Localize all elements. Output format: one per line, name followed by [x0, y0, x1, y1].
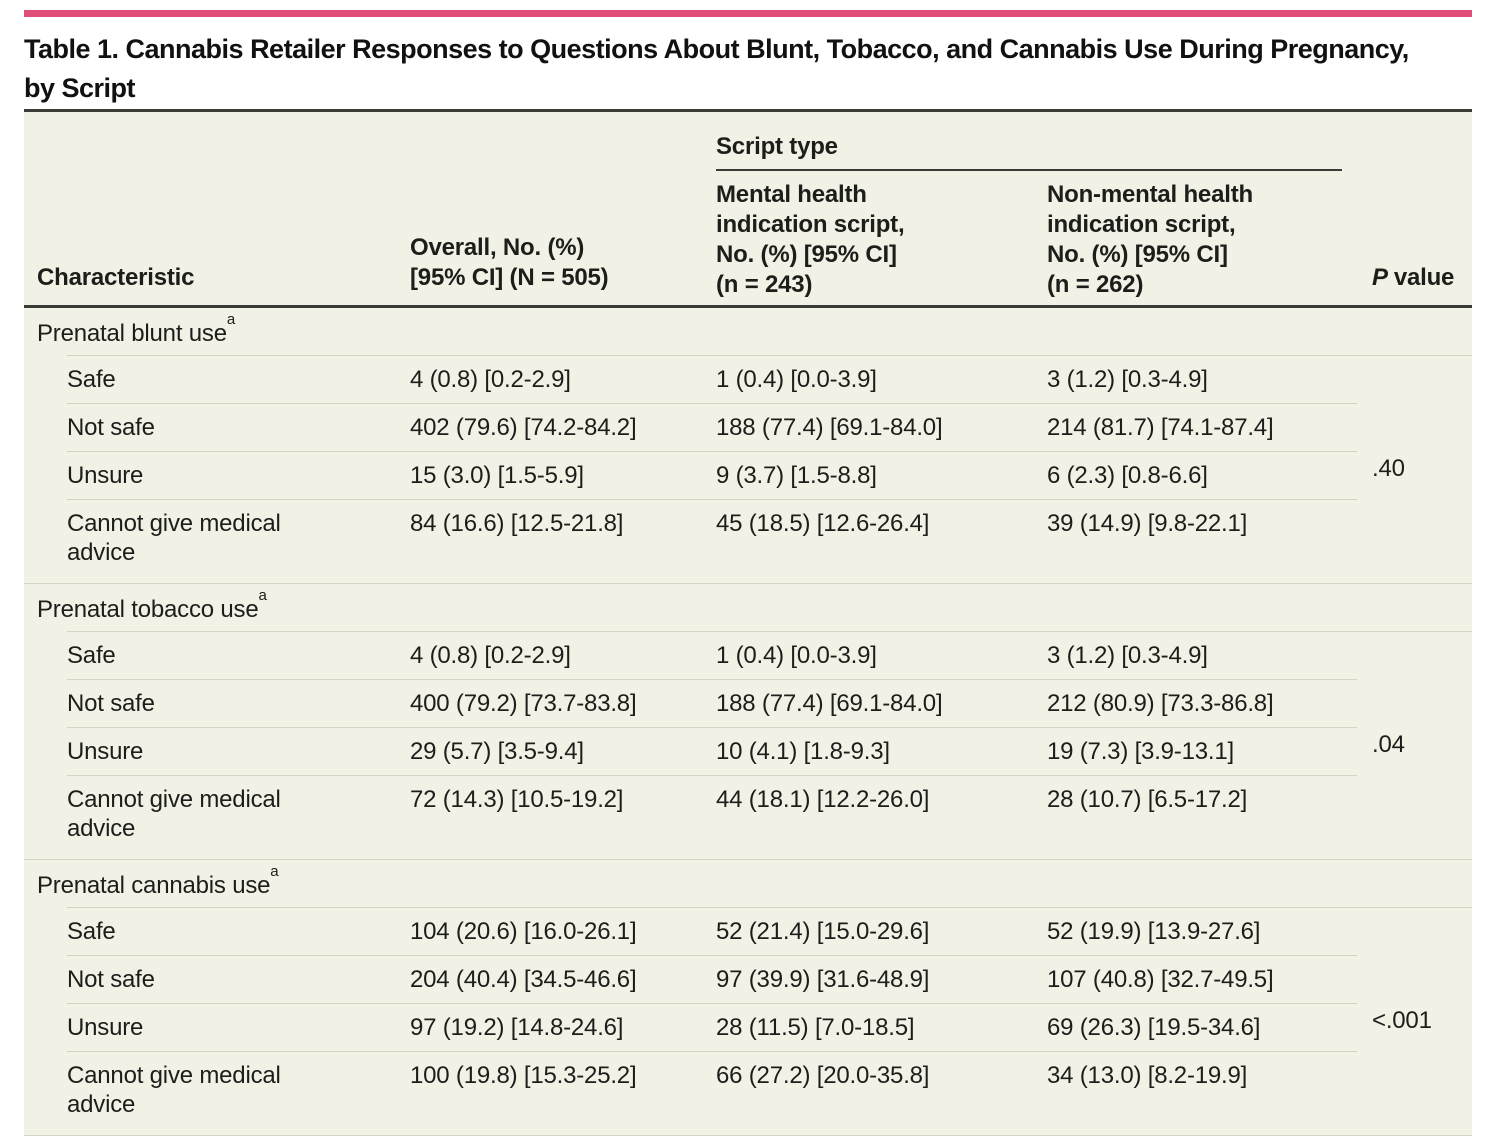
- table-row: Unsure 29 (5.7) [3.5-9.4] 10 (4.1) [1.8-…: [24, 727, 1357, 775]
- section-label: Prenatal cannabis use: [37, 872, 271, 899]
- script-type-underline: [716, 169, 1342, 171]
- cell-mental: 1 (0.4) [0.0-3.9]: [716, 366, 877, 393]
- p-value-italic-p: P: [1372, 264, 1388, 291]
- section-rows: Safe 4 (0.8) [0.2-2.9] 1 (0.4) [0.0-3.9]…: [24, 355, 1357, 583]
- footnote-marker: a: [226, 311, 236, 328]
- cell-overall: 29 (5.7) [3.5-9.4]: [410, 738, 584, 765]
- cell-non-mental: 28 (10.7) [6.5-17.2]: [1047, 786, 1248, 813]
- cell-non-mental: 3 (1.2) [0.3-4.9]: [1047, 366, 1208, 393]
- row-label: Cannot give medical advice: [67, 510, 281, 566]
- section-body: Safe 4 (0.8) [0.2-2.9] 1 (0.4) [0.0-3.9]…: [24, 631, 1472, 859]
- script-type-group: Script type Mental health indication scr…: [716, 112, 1357, 305]
- table-row: Safe 4 (0.8) [0.2-2.9] 1 (0.4) [0.0-3.9]…: [24, 355, 1357, 403]
- cell-non-mental: 214 (81.7) [74.1-87.4]: [1047, 414, 1274, 441]
- cell-non-mental: 3 (1.2) [0.3-4.9]: [1047, 642, 1208, 669]
- row-label: Unsure: [67, 462, 144, 489]
- section-body: Safe 4 (0.8) [0.2-2.9] 1 (0.4) [0.0-3.9]…: [24, 355, 1472, 583]
- cell-non-mental: 107 (40.8) [32.7-49.5]: [1047, 966, 1274, 993]
- row-label: Safe: [67, 918, 116, 945]
- table-row: Cannot give medical advice 100 (19.8) [1…: [24, 1051, 1357, 1135]
- table-row: Not safe 400 (79.2) [73.7-83.8] 188 (77.…: [24, 679, 1357, 727]
- section-header: Prenatal blunt usea: [24, 308, 1472, 355]
- row-label: Cannot give medical advice: [67, 786, 281, 842]
- cell-mental: 188 (77.4) [69.1-84.0]: [716, 414, 943, 441]
- section-prenatal-blunt-use: Prenatal blunt usea Safe 4 (0.8) [0.2-2.…: [24, 308, 1472, 583]
- data-table: Characteristic Overall, No. (%) [95% CI]…: [24, 109, 1472, 1136]
- page-content: Table 1. Cannabis Retailer Responses to …: [24, 10, 1472, 1136]
- script-type-columns: Mental health indication script, No. (%)…: [716, 180, 1357, 300]
- cell-overall: 400 (79.2) [73.7-83.8]: [410, 690, 637, 717]
- p-value: .04: [1372, 731, 1405, 758]
- section-prenatal-cannabis-use: Prenatal cannabis usea Safe 104 (20.6) […: [24, 859, 1472, 1135]
- cell-mental: 188 (77.4) [69.1-84.0]: [716, 690, 943, 717]
- cell-mental: 66 (27.2) [20.0-35.8]: [716, 1062, 930, 1089]
- cell-mental: 97 (39.9) [31.6-48.9]: [716, 966, 930, 993]
- section-header: Prenatal cannabis usea: [24, 860, 1472, 907]
- table-row: Cannot give medical advice 84 (16.6) [12…: [24, 499, 1357, 583]
- table-row: Not safe 402 (79.6) [74.2-84.2] 188 (77.…: [24, 403, 1357, 451]
- cell-non-mental: 19 (7.3) [3.9-13.1]: [1047, 738, 1234, 765]
- row-label: Not safe: [67, 966, 155, 993]
- row-label: Not safe: [67, 414, 155, 441]
- cell-overall: 4 (0.8) [0.2-2.9]: [410, 642, 571, 669]
- cell-overall: 100 (19.8) [15.3-25.2]: [410, 1062, 637, 1089]
- row-label: Cannot give medical advice: [67, 1062, 281, 1118]
- table-title: Table 1. Cannabis Retailer Responses to …: [24, 34, 1409, 103]
- row-label: Safe: [67, 642, 116, 669]
- section-label: Prenatal blunt use: [37, 320, 227, 347]
- cell-mental: 9 (3.7) [1.5-8.8]: [716, 462, 877, 489]
- col-header-overall: Overall, No. (%) [95% CI] (N = 505): [410, 234, 609, 291]
- cell-overall: 204 (40.4) [34.5-46.6]: [410, 966, 637, 993]
- cell-non-mental: 34 (13.0) [8.2-19.9]: [1047, 1062, 1248, 1089]
- cell-overall: 97 (19.2) [14.8-24.6]: [410, 1014, 624, 1041]
- section-label: Prenatal tobacco use: [37, 596, 259, 623]
- footnote-marker: a: [270, 863, 279, 880]
- cell-non-mental: 6 (2.3) [0.8-6.6]: [1047, 462, 1208, 489]
- table-row: Unsure 97 (19.2) [14.8-24.6] 28 (11.5) […: [24, 1003, 1357, 1051]
- table-row: Cannot give medical advice 72 (14.3) [10…: [24, 775, 1357, 859]
- cell-overall: 4 (0.8) [0.2-2.9]: [410, 366, 571, 393]
- cell-mental: 1 (0.4) [0.0-3.9]: [716, 642, 877, 669]
- table-row: Not safe 204 (40.4) [34.5-46.6] 97 (39.9…: [24, 955, 1357, 1003]
- cell-mental: 52 (21.4) [15.0-29.6]: [716, 918, 930, 945]
- cell-mental: 44 (18.1) [12.2-26.0]: [716, 786, 930, 813]
- col-group-script-type: Script type: [716, 133, 838, 160]
- footnote-marker: a: [258, 587, 267, 604]
- table-row: Safe 104 (20.6) [16.0-26.1] 52 (21.4) [1…: [24, 907, 1357, 955]
- cell-mental: 45 (18.5) [12.6-26.4]: [716, 510, 930, 537]
- cell-overall: 104 (20.6) [16.0-26.1]: [410, 918, 637, 945]
- cell-overall: 84 (16.6) [12.5-21.8]: [410, 510, 624, 537]
- cell-non-mental: 69 (26.3) [19.5-34.6]: [1047, 1014, 1261, 1041]
- section-rows: Safe 4 (0.8) [0.2-2.9] 1 (0.4) [0.0-3.9]…: [24, 631, 1357, 859]
- p-value: .40: [1372, 455, 1405, 482]
- cell-mental: 28 (11.5) [7.0-18.5]: [716, 1014, 915, 1041]
- table-row: Unsure 15 (3.0) [1.5-5.9] 9 (3.7) [1.5-8…: [24, 451, 1357, 499]
- col-header-mental-health: Mental health indication script, No. (%)…: [716, 181, 905, 298]
- row-label: Not safe: [67, 690, 155, 717]
- col-header-non-mental-health: Non-mental health indication script, No.…: [1047, 181, 1253, 298]
- section-prenatal-tobacco-use: Prenatal tobacco usea Safe 4 (0.8) [0.2-…: [24, 583, 1472, 859]
- accent-bar: [24, 10, 1472, 17]
- cell-non-mental: 212 (80.9) [73.3-86.8]: [1047, 690, 1274, 717]
- row-label: Unsure: [67, 738, 144, 765]
- cell-non-mental: 39 (14.9) [9.8-22.1]: [1047, 510, 1248, 537]
- cell-mental: 10 (4.1) [1.8-9.3]: [716, 738, 890, 765]
- section-rows: Safe 104 (20.6) [16.0-26.1] 52 (21.4) [1…: [24, 907, 1357, 1135]
- table-row: Safe 4 (0.8) [0.2-2.9] 1 (0.4) [0.0-3.9]…: [24, 631, 1357, 679]
- cell-overall: 402 (79.6) [74.2-84.2]: [410, 414, 637, 441]
- cell-non-mental: 52 (19.9) [13.9-27.6]: [1047, 918, 1261, 945]
- cell-overall: 72 (14.3) [10.5-19.2]: [410, 786, 624, 813]
- section-body: Safe 104 (20.6) [16.0-26.1] 52 (21.4) [1…: [24, 907, 1472, 1135]
- table-header: Characteristic Overall, No. (%) [95% CI]…: [24, 112, 1472, 308]
- row-label: Safe: [67, 366, 116, 393]
- row-label: Unsure: [67, 1014, 144, 1041]
- p-value: <.001: [1372, 1007, 1432, 1034]
- col-header-characteristic: Characteristic: [37, 264, 195, 291]
- section-header: Prenatal tobacco usea: [24, 584, 1472, 631]
- p-value-label-rest: value: [1393, 264, 1455, 291]
- cell-overall: 15 (3.0) [1.5-5.9]: [410, 462, 584, 489]
